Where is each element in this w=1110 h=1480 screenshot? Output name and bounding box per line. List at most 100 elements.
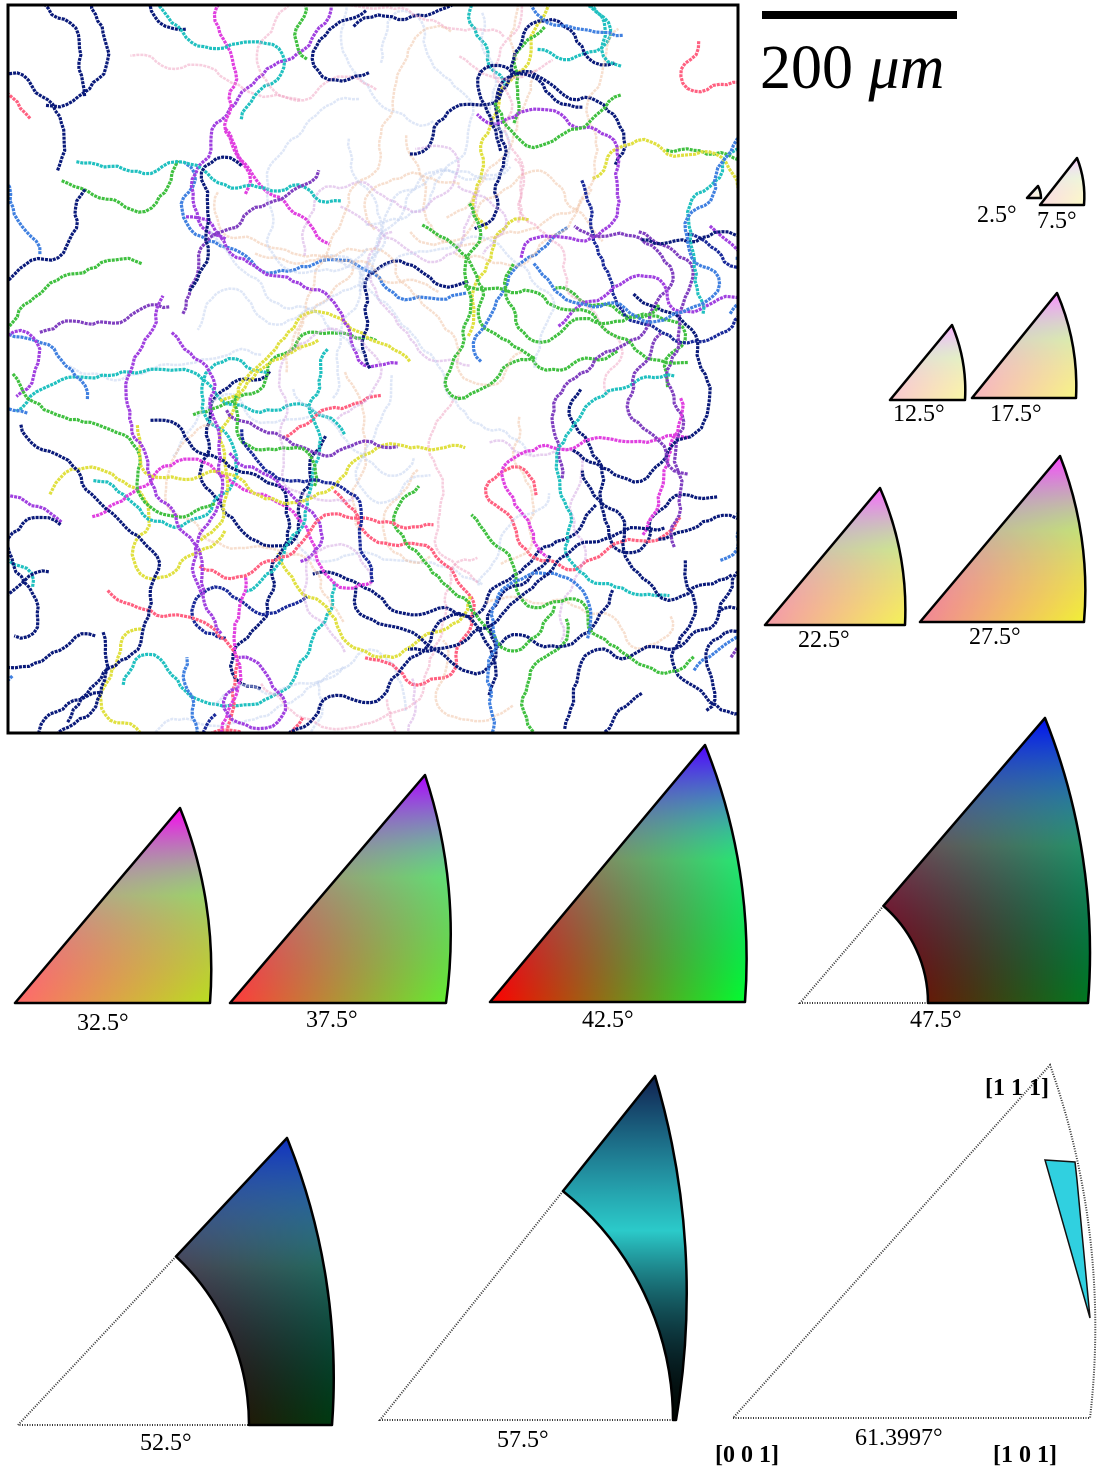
grain-boundary (228, 452, 324, 564)
key-overlay (1040, 158, 1085, 205)
key-label: 32.5° (77, 1010, 129, 1036)
grain-boundary (454, 27, 620, 268)
grain-boundary (148, 6, 186, 32)
grain-boundary (381, 468, 432, 564)
grain-boundary (563, 570, 737, 730)
color-key: 2.5° (977, 184, 1043, 228)
color-key: 7.5° (1037, 156, 1086, 234)
grain-boundary (240, 429, 374, 583)
key-fill (890, 325, 966, 400)
grain-boundary (580, 179, 737, 345)
key-outline (797, 905, 928, 1004)
grain-boundary (475, 107, 621, 259)
grain-boundary (409, 169, 604, 247)
grain-boundary (476, 63, 583, 152)
grain-boundary (457, 185, 508, 255)
key-overlay (490, 745, 747, 1002)
grain-boundary (679, 41, 737, 94)
key-border (1038, 156, 1086, 207)
key-border (1025, 184, 1043, 200)
grain-boundary (641, 397, 685, 536)
grain-boundary (638, 230, 695, 549)
grain-boundary (485, 571, 593, 732)
grain-boundary (212, 190, 439, 294)
grain-boundary (196, 138, 383, 331)
key-overlay (230, 775, 451, 1003)
key-fill (1043, 1159, 1091, 1319)
key-border (488, 743, 748, 1004)
grain-boundary (254, 247, 523, 387)
key-label: 22.5° (798, 627, 850, 653)
grain-boundary (244, 347, 330, 593)
grain-boundary (585, 6, 622, 68)
key-overlay (175, 1138, 334, 1425)
grain-boundary (354, 375, 431, 505)
grain-boundary (181, 169, 321, 315)
grain-boundary (221, 655, 288, 731)
color-key: 42.5° (488, 743, 748, 1033)
grain-boundary (328, 235, 556, 369)
key-label: 27.5° (969, 624, 1021, 650)
color-keys: 2.5° 7.5° 12.5° 17.5° 22.5° 27.5° 32.5° 37.5° 42… (13, 156, 1097, 1456)
grain-boundary (9, 256, 143, 333)
scale-unit: μm (868, 34, 945, 102)
grain-boundary (735, 256, 737, 260)
key-label: 37.5° (306, 1007, 358, 1033)
grain-boundary-map (9, 6, 737, 732)
color-key: 32.5° (13, 806, 213, 1036)
key-overlay (920, 456, 1086, 622)
grain-boundary (434, 639, 514, 723)
grain-boundary (474, 69, 627, 231)
grain-boundary (658, 513, 737, 541)
grain-boundary (500, 416, 535, 566)
key-fill (15, 808, 212, 1003)
grain-boundary (443, 201, 536, 401)
key-border (763, 486, 907, 627)
grain-boundary (287, 611, 498, 732)
key-fill (562, 1076, 687, 1420)
corner-label-101: [1 0 1] (993, 1442, 1057, 1468)
grain-boundary (150, 418, 292, 691)
key-border (882, 716, 1092, 1005)
grain-boundary (466, 217, 529, 337)
grain-boundary (91, 457, 374, 590)
grain-boundary (232, 395, 319, 487)
grain-boundary (520, 618, 570, 732)
key-fill (490, 745, 747, 1002)
grain-boundary (15, 367, 346, 436)
grain-boundary (592, 137, 737, 190)
key-border (13, 806, 213, 1005)
grain-boundary (470, 513, 695, 676)
grain-boundary (277, 327, 383, 503)
grain-boundary (207, 228, 364, 355)
grain-boundary (9, 515, 62, 640)
grain-boundary (352, 554, 552, 676)
color-key: 52.5° (15, 1136, 335, 1456)
key-label: 42.5° (582, 1007, 634, 1033)
grain-boundary (135, 425, 466, 506)
grain-boundary (189, 6, 333, 241)
color-key: 57.5° (377, 1074, 688, 1453)
color-key: 22.5° (763, 486, 907, 653)
key-border (174, 1136, 335, 1427)
grain-boundary (408, 17, 615, 156)
grain-boundary (602, 691, 643, 732)
key-overlay (562, 1076, 687, 1420)
corner-label-111: [1 1 1] (985, 1075, 1049, 1101)
key-label: 17.5° (990, 401, 1042, 427)
color-key: 37.5° (228, 773, 452, 1033)
grain-boundary (502, 263, 661, 344)
key-outline (377, 1190, 673, 1421)
grain-boundary (225, 409, 398, 458)
grain-boundary (360, 259, 469, 370)
grain-boundary (333, 489, 476, 687)
corner-label-001: [0 0 1] (715, 1442, 779, 1468)
grain-boundary (37, 690, 101, 732)
grain-boundary (485, 595, 675, 650)
key-fill (972, 293, 1077, 398)
key-border (888, 323, 967, 402)
grain-boundary (340, 189, 481, 264)
grain-boundary (532, 137, 737, 324)
grain-boundary (300, 144, 460, 256)
color-key: 12.5° (888, 323, 967, 427)
